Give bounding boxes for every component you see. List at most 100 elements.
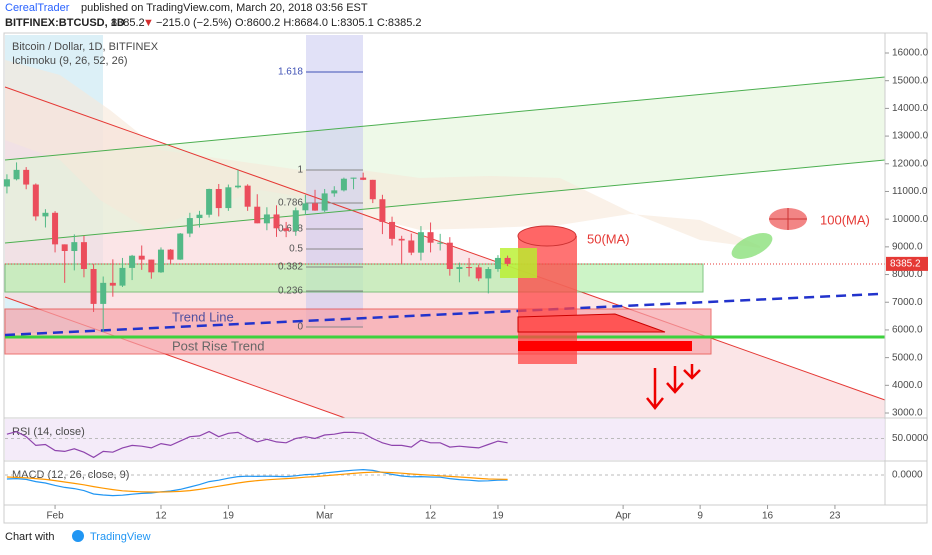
y-tick-label: 6000.0 [892,325,923,336]
y-tick-label: 15000.0 [892,75,929,86]
candle-body [408,240,415,253]
x-tick-label: Feb [46,511,64,522]
candle-body [129,255,136,268]
y-tick-label: 11000.0 [892,186,928,197]
candle-body [321,193,328,211]
candle-body [494,257,501,270]
trend-label: Trend Line [172,309,234,324]
candle-body [437,242,444,244]
symbol: BITFINEX:BTCUSD, 1D [5,17,125,29]
candle-body [340,178,347,191]
footer-prefix: Chart with [5,531,55,543]
candle-body [254,206,261,224]
candle-body [23,169,30,185]
x-tick-label: 23 [829,511,841,522]
post-rise-label: Post Rise Trend [172,338,265,353]
candle-body [100,282,107,304]
candle-body [446,242,453,270]
chart-title: Bitcoin / Dollar, 1D, BITFINEX [12,41,159,53]
change: −215.0 (−2.5%) [156,17,232,29]
candle-body [71,242,78,252]
support-zone [4,263,704,293]
pane-tick-label: 0.0000 [892,470,923,481]
candle-body [3,179,10,187]
candle-body [466,267,473,269]
candle-body [234,185,241,188]
ohlc: O:8600.2 H:8684.0 L:8305.1 C:8385.2 [235,17,422,29]
y-tick-label: 13000.0 [892,131,929,142]
candle-body [292,210,299,231]
y-tick-label: 12000.0 [892,158,929,169]
candle-body [32,184,39,217]
arrow: ▼ [143,17,154,29]
frame [3,32,928,524]
price: 8385.2 [111,17,145,29]
candle-body [302,203,309,211]
candle-body [61,244,68,252]
indicator-line [6,471,508,493]
ma50-label: 50(MA) [587,231,630,246]
candle-body [475,267,482,279]
price-tag-label: 8385.2 [890,259,921,270]
candle-body [244,185,251,207]
y-tick-label: 8000.0 [892,269,923,280]
y-tick-label: 9000.0 [892,241,923,252]
candle-body [225,187,232,209]
candle-body [90,269,97,304]
candle-body [369,179,376,200]
y-tick-label: 10000.0 [892,214,929,225]
fib-label: 0.5 [289,244,303,255]
fib-label: 0.618 [278,224,303,235]
candle-body [109,282,116,286]
candle-body [157,249,164,273]
candle-body [167,249,174,260]
fib-label: 0.786 [278,198,303,209]
author-link[interactable]: CerealTrader [5,2,70,14]
candle-body [215,188,222,209]
footer-brand[interactable]: TradingView [90,531,151,543]
channel-line [4,86,886,401]
indicator-label: Ichimoku (9, 26, 52, 26) [12,55,128,67]
candle-body [504,257,511,264]
ma100-label: 100(MA) [820,212,870,227]
y-tick-label: 3000.0 [892,408,923,419]
y-tick-label: 14000.0 [892,103,929,114]
fib-label: 0 [297,322,303,333]
logo [72,530,84,542]
fib-label: 0.236 [278,286,303,297]
candle-body [331,190,338,194]
candle-body [196,214,203,219]
cylinder-top [517,225,577,247]
macd-title: MACD (12, 26, close, 9) [12,469,129,481]
indicator-line [6,468,508,497]
candle-body [13,169,20,180]
candle-body [312,203,319,211]
candle-body [177,233,184,260]
fib-label: 0.382 [278,262,303,273]
triangle [517,313,666,333]
x-tick-label: 9 [697,511,703,522]
rsi-title: RSI (14, close) [12,426,85,438]
pane-tick-label: 50.0000 [892,433,929,444]
y-tick-label: 4000.0 [892,380,923,391]
x-tick-label: 12 [425,511,437,522]
candle-body [273,214,280,229]
x-tick-label: 16 [762,511,774,522]
trend-line [4,292,879,337]
candle-body [379,199,386,222]
x-tick-label: 12 [155,511,167,522]
indicator-line [6,430,508,459]
overlays [4,35,886,419]
candle-body [206,188,213,215]
candle-body [186,218,193,234]
ellipse-green [731,233,773,259]
published: published on TradingView.com, March 20, … [81,2,368,14]
down-arrows [646,364,701,411]
candle-body [80,242,87,270]
price-tag [886,256,928,271]
channel-line [4,159,886,244]
candle-body [398,238,405,241]
channel-line [4,76,886,161]
